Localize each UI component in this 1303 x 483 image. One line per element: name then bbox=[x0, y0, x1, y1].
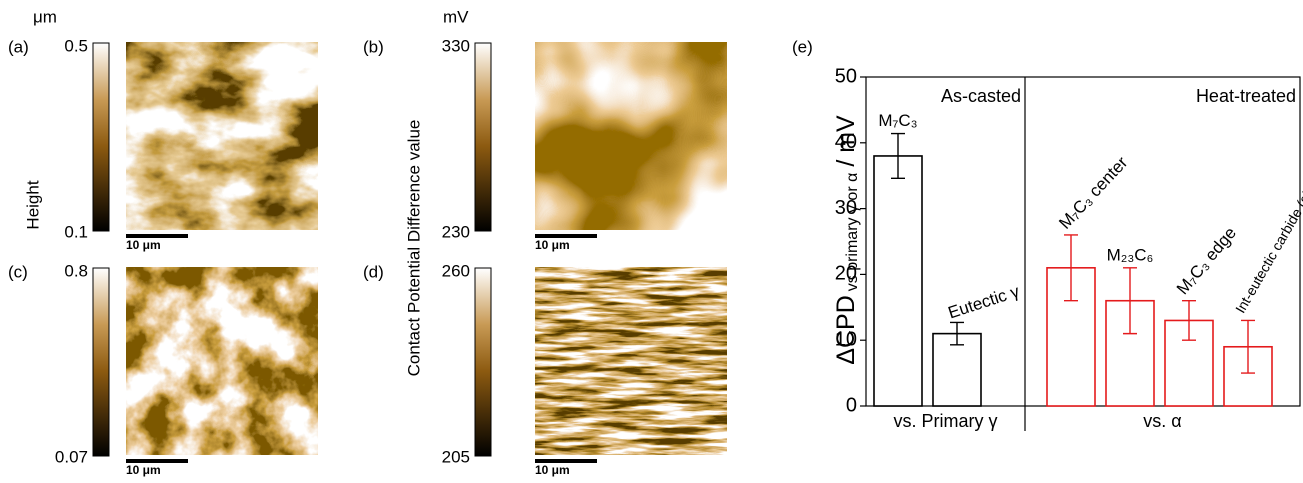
colorbar bbox=[92, 267, 110, 457]
error-bar bbox=[1182, 300, 1196, 341]
y-tick-label: 40 bbox=[835, 131, 857, 153]
bar bbox=[873, 155, 923, 407]
colorbar bbox=[474, 267, 492, 457]
y-axis-label-subscript: vs primary γ or α bbox=[844, 173, 861, 292]
colorbar bbox=[474, 42, 492, 232]
category-label: M₇C₃ edge bbox=[1173, 223, 1240, 298]
scale-bar bbox=[126, 459, 188, 463]
afm-image bbox=[534, 266, 728, 456]
afm-image bbox=[125, 266, 319, 456]
colorbar-tick-label: 205 bbox=[442, 447, 470, 466]
colorbar-title: Height bbox=[23, 180, 42, 229]
scale-bar-label: 10 μm bbox=[535, 238, 570, 252]
afm-image bbox=[125, 41, 319, 231]
y-axis-label-main: ΔCPD bbox=[832, 295, 860, 364]
panel-label: (b) bbox=[363, 37, 384, 56]
bar bbox=[1046, 267, 1096, 407]
error-bar bbox=[950, 321, 964, 346]
panel-label: (e) bbox=[792, 37, 813, 56]
y-tick-label: 20 bbox=[835, 263, 857, 285]
y-axis-label: ΔCPD vs primary γ or α / mV bbox=[832, 115, 862, 365]
error-bar bbox=[1064, 234, 1078, 302]
colorbar-tick-label: 0.8 bbox=[64, 261, 88, 280]
category-label: M₇C₃ bbox=[878, 111, 917, 130]
category-label: Int-eutectic carbide (α) bbox=[1232, 187, 1303, 316]
y-tick-label: 10 bbox=[835, 328, 857, 350]
error-bar bbox=[891, 132, 905, 180]
scale-bar bbox=[535, 234, 597, 238]
panel-label: (d) bbox=[363, 262, 384, 281]
category-label: M₇C₃ center bbox=[1055, 153, 1131, 233]
colorbar-title: Contact Potential Difference value bbox=[404, 120, 423, 377]
colorbar-tick-label: 0.1 bbox=[64, 222, 88, 241]
scale-bar bbox=[126, 234, 188, 238]
colorbar-tick-label: 260 bbox=[442, 261, 470, 280]
colorbar-unit: μm bbox=[33, 7, 57, 26]
bar bbox=[1223, 345, 1273, 407]
scale-bar bbox=[535, 459, 597, 463]
group-title: As-casted bbox=[941, 86, 1021, 106]
scale-bar-label: 10 μm bbox=[535, 463, 570, 477]
y-tick-label: 50 bbox=[835, 65, 857, 87]
colorbar-tick-label: 330 bbox=[442, 36, 470, 55]
group-axis-label: vs. α bbox=[1143, 411, 1181, 431]
y-tick-label: 0 bbox=[846, 394, 857, 416]
group-axis-label: vs. Primary γ bbox=[893, 411, 997, 431]
scale-bar-label: 10 μm bbox=[126, 463, 161, 477]
panel-label: (a) bbox=[8, 37, 29, 56]
colorbar-tick-label: 0.5 bbox=[64, 36, 88, 55]
category-label: Eutectic γ bbox=[946, 282, 1022, 323]
group-title: Heat-treated bbox=[1196, 86, 1296, 106]
scale-bar-label: 10 μm bbox=[126, 238, 161, 252]
error-bar bbox=[1241, 319, 1255, 374]
y-axis-label-unit: / mV bbox=[832, 115, 860, 167]
colorbar-tick-label: 0.07 bbox=[55, 447, 88, 466]
afm-image bbox=[534, 41, 728, 231]
colorbar-tick-label: 230 bbox=[442, 222, 470, 241]
panel-label: (c) bbox=[8, 262, 28, 281]
y-tick-label: 30 bbox=[835, 197, 857, 219]
colorbar-unit: mV bbox=[443, 7, 469, 26]
bar bbox=[932, 332, 982, 407]
category-label: M₂₃C₆ bbox=[1107, 245, 1154, 264]
error-bar bbox=[1123, 267, 1137, 335]
colorbar bbox=[92, 42, 110, 232]
